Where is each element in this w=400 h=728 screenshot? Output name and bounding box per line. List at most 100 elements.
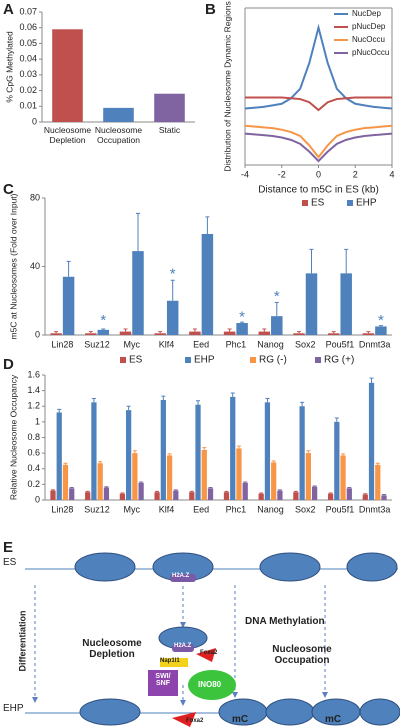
bar [97,329,110,335]
bar [311,486,318,500]
error-bar [341,453,346,456]
annotation: * [239,308,245,325]
error-bar [363,493,368,495]
x-tick-label: Suz12 [84,339,110,349]
y-tick-label: 0.06 [19,22,37,32]
error-bar [189,490,194,493]
bar [230,396,236,500]
y-tick-label: 1.6 [27,369,40,379]
x-tick-label: Dnmt3a [359,339,391,349]
x-tick-label: Sox2 [295,504,316,514]
error-bar [85,490,90,493]
x-tick-label: Myc [124,504,141,514]
bar [327,333,340,335]
bar [299,406,305,500]
x-tick-label: 0 [316,169,321,179]
error-bar [271,460,276,463]
x-tick-label: Pou5f1 [326,339,355,349]
bar [258,493,264,500]
x-tick-label: Nanog [257,339,284,349]
error-bar [300,401,305,407]
foxa2-label: Foxa2 [186,718,204,724]
error-bar [369,377,374,383]
legend-label: pNucOccu [352,48,389,57]
annotation: * [378,312,384,329]
bar [154,333,166,335]
y-tick-label: 80 [30,192,40,202]
bar [201,450,207,500]
ino80-label: INO80 [198,680,222,689]
legend-label: ES [129,355,143,366]
bar [132,251,144,335]
error-bar [259,492,264,494]
error-bar [293,490,298,493]
legend-label: RG (-) [259,355,287,366]
error-bar [161,395,166,400]
error-bar [57,408,62,413]
error-bar [240,321,245,324]
legend-label: ES [311,198,325,209]
h2az [172,644,194,652]
x-tick-label: Lin28 [51,504,73,514]
error-bar [202,447,207,450]
error-bar [309,248,314,274]
error-bar [54,331,59,334]
annotation: * [274,288,280,305]
y-tick-label: 1.2 [27,401,40,411]
error-bar [227,328,232,332]
mc-label: mC [232,714,249,725]
y-tick-label: 0.4 [27,463,40,473]
x-tick-label: Nanog [257,504,284,514]
error-bar [123,328,128,332]
bar [223,331,236,335]
x-tick-label: Eed [193,504,209,514]
y-axis-label: m5C at Nucleosomes (Fold over Input) [8,193,18,339]
series-line [245,96,392,112]
h2az-label: H2A.Z [172,573,190,579]
bar [91,402,97,500]
nucleosome [259,552,321,582]
series-line [244,23,393,110]
legend-swatch [302,200,308,206]
ino80 [188,670,236,700]
bar [85,333,97,335]
bar [277,490,283,500]
x-tick-label-box: Nucleosome Occupation [95,125,142,145]
legend-label: pNucDep [352,22,386,31]
bar [189,331,201,335]
diagram: E [3,539,400,727]
bar [362,333,375,335]
nucleosome [346,552,398,582]
bar [62,276,75,335]
annotation: * [100,312,106,329]
panel-label: D [3,356,14,373]
y-tick-label: 0.8 [27,432,40,442]
y-axis-label: Relative Nucleosome Occupancy [8,374,18,500]
nucleosome [79,698,141,726]
bar [97,463,103,500]
bar [173,490,179,500]
y-tick-label: 0 [35,494,40,504]
bar [119,493,126,500]
ehp-label: EHP [3,703,24,714]
bar [166,455,173,500]
bar [362,494,368,500]
error-bar [135,212,140,252]
error-bar [69,487,74,489]
h2az-label: H2A.Z [174,643,192,649]
x-tick-label: Phc1 [226,339,247,349]
x-tick-label-box: Static [159,125,180,135]
x-tick-label: Lin28 [51,339,73,349]
error-bar [192,328,197,332]
error-bar [378,325,383,327]
error-bar [344,248,349,274]
panel-label: B [205,1,216,18]
error-bar [205,216,210,234]
y-tick-label: 1.4 [27,385,40,395]
bar [258,331,271,335]
bar [305,453,311,500]
error-bar [50,489,55,491]
error-bar [328,492,333,494]
bar [119,331,132,335]
mc-label: mC [325,714,342,725]
